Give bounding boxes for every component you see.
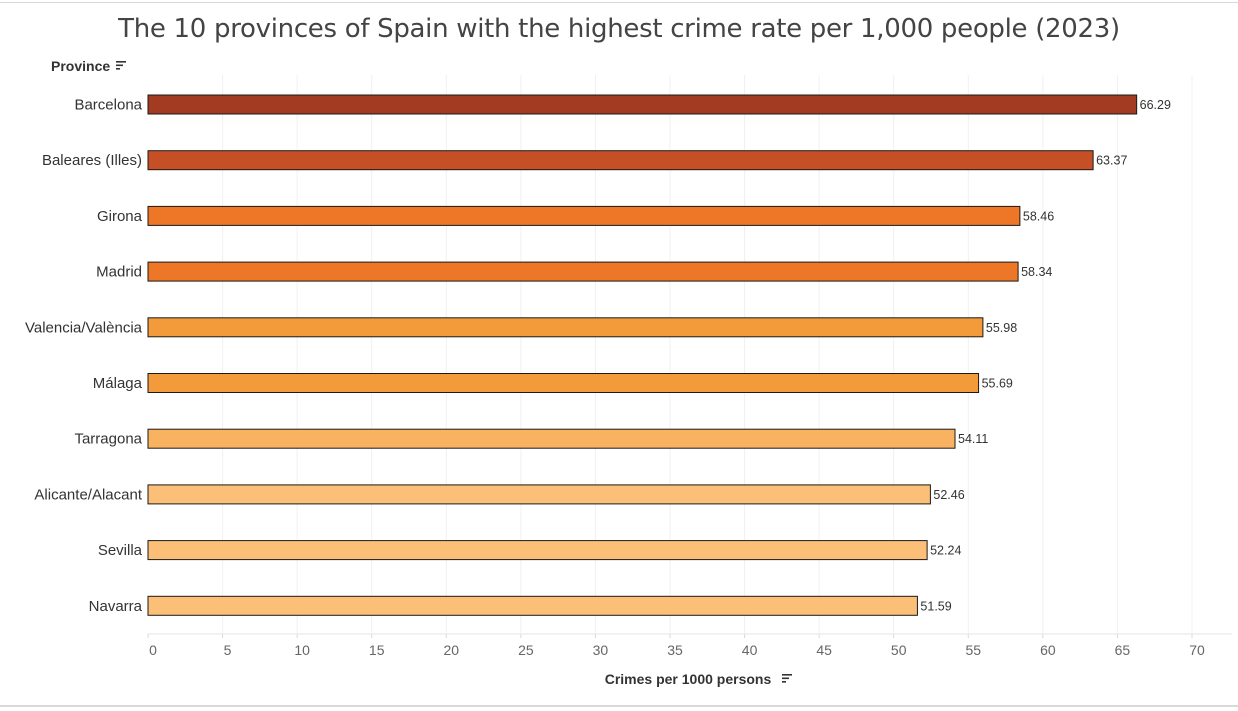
- bars: [147, 94, 1138, 616]
- data-label: 58.46: [1023, 209, 1054, 223]
- bar[interactable]: [147, 205, 1021, 226]
- x-tick-label: 15: [369, 642, 385, 658]
- x-tick-label: 45: [816, 642, 832, 658]
- data-label: 52.24: [930, 544, 961, 558]
- x-tick-label: 50: [891, 642, 907, 658]
- category-label[interactable]: Sevilla: [98, 542, 143, 559]
- data-label: 66.29: [1140, 98, 1171, 112]
- x-tick-label: 20: [443, 642, 459, 658]
- top-rule: [0, 2, 1238, 3]
- data-label: 55.98: [986, 321, 1017, 335]
- category-label[interactable]: Tarragona: [74, 431, 142, 448]
- bar[interactable]: [147, 150, 1094, 171]
- bar[interactable]: [147, 428, 956, 449]
- x-tick-label: 25: [518, 642, 534, 658]
- bar[interactable]: [147, 595, 918, 616]
- sort-descending-icon[interactable]: [782, 674, 792, 683]
- x-tick-label: 30: [593, 642, 609, 658]
- data-label: 63.37: [1096, 154, 1127, 168]
- x-tick-label: 0: [149, 642, 157, 658]
- x-axis-ticks: 0 5 10 15 20 25 30 35 40 45 50 55 60 65 70: [147, 634, 1205, 658]
- x-tick-label: 65: [1115, 642, 1131, 658]
- data-label: 58.34: [1021, 265, 1052, 279]
- y-axis-title[interactable]: Province: [51, 58, 110, 74]
- category-labels: Barcelona Baleares (Illes) Girona Madrid Val…: [25, 97, 143, 615]
- bar[interactable]: [147, 484, 931, 505]
- x-axis-title[interactable]: Crimes per 1000 persons: [605, 671, 772, 687]
- chart-title: The 10 provinces of Spain with the highe…: [118, 14, 1120, 44]
- data-label: 54.11: [958, 432, 988, 446]
- x-tick-label: 40: [742, 642, 758, 658]
- data-label: 52.46: [933, 488, 964, 502]
- sort-descending-icon[interactable]: [116, 61, 126, 70]
- x-tick-label: 70: [1189, 642, 1205, 658]
- category-label[interactable]: Alicante/Alacant: [34, 486, 142, 503]
- data-labels: 66.29 63.37 58.46 58.34 55.98 55.69 54.11 52.46…: [920, 98, 1171, 613]
- x-tick-label: 35: [667, 642, 683, 658]
- bar[interactable]: [147, 373, 980, 393]
- x-tick-label: 55: [965, 642, 981, 658]
- category-label[interactable]: Valencia/València: [25, 319, 143, 336]
- x-tick-label: 10: [294, 642, 310, 658]
- bar[interactable]: [147, 317, 984, 338]
- bottom-rule: [0, 705, 1238, 707]
- bar[interactable]: [147, 94, 1138, 115]
- bar[interactable]: [147, 261, 1019, 282]
- category-label[interactable]: Girona: [97, 208, 143, 225]
- category-label[interactable]: Málaga: [93, 375, 143, 392]
- x-tick-label: 5: [224, 642, 232, 658]
- category-label[interactable]: Barcelona: [74, 97, 142, 114]
- category-label[interactable]: Baleares (Illes): [42, 152, 142, 169]
- data-label: 51.59: [920, 599, 951, 613]
- x-tick-label: 60: [1040, 642, 1056, 658]
- category-label[interactable]: Madrid: [96, 264, 142, 281]
- data-label: 55.69: [982, 377, 1013, 391]
- category-label[interactable]: Navarra: [89, 598, 143, 615]
- bar[interactable]: [147, 540, 928, 561]
